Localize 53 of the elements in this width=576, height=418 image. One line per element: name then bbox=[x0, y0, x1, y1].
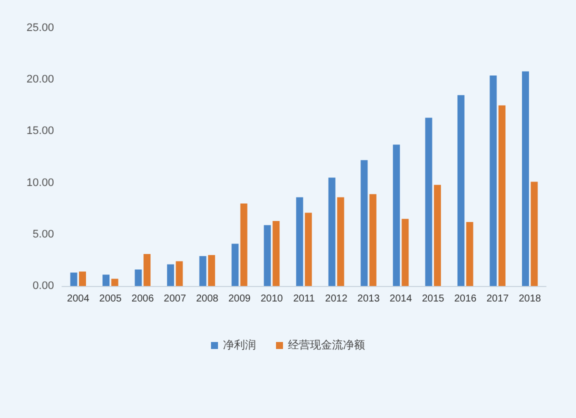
x-tick-label: 2017 bbox=[486, 294, 510, 304]
x-tick-label: 2010 bbox=[260, 294, 284, 304]
bar bbox=[369, 194, 376, 286]
bar bbox=[208, 255, 216, 286]
bar bbox=[360, 160, 368, 286]
bar bbox=[490, 75, 497, 286]
legend-label: 经营现金流净额 bbox=[288, 338, 365, 352]
bar bbox=[392, 144, 400, 286]
y-tick-label: 25.00 bbox=[26, 22, 54, 34]
x-tick-label: 2011 bbox=[293, 294, 316, 304]
x-tick-label: 2005 bbox=[99, 294, 122, 304]
bar bbox=[264, 225, 271, 286]
bar bbox=[240, 203, 248, 286]
bar bbox=[434, 184, 441, 286]
bar bbox=[199, 256, 206, 286]
x-tick-label: 2008 bbox=[196, 294, 219, 304]
bar bbox=[167, 264, 174, 286]
x-tick-label: 2012 bbox=[325, 294, 348, 304]
bar bbox=[466, 222, 474, 286]
x-tick-label: 2007 bbox=[164, 294, 186, 304]
x-tick-label: 2009 bbox=[228, 294, 252, 304]
y-tick-label: 20.00 bbox=[26, 74, 54, 86]
x-tick-label: 2013 bbox=[357, 294, 380, 304]
bar bbox=[134, 269, 142, 286]
bar bbox=[425, 118, 432, 286]
bar bbox=[328, 178, 336, 286]
bar bbox=[304, 212, 312, 286]
x-tick-label: 2006 bbox=[132, 294, 154, 304]
bar bbox=[176, 261, 183, 286]
x-tick-label: 2015 bbox=[422, 294, 445, 304]
bar bbox=[232, 244, 239, 286]
bar bbox=[144, 254, 151, 286]
bar bbox=[498, 105, 506, 286]
y-tick-label: 5.00 bbox=[32, 228, 54, 240]
bar bbox=[457, 95, 464, 286]
bar bbox=[79, 272, 86, 286]
bar bbox=[296, 197, 304, 286]
bar bbox=[337, 197, 344, 286]
bar bbox=[70, 272, 78, 286]
y-tick-label: 0.00 bbox=[32, 280, 54, 292]
x-tick-label: 2014 bbox=[390, 294, 412, 304]
bar bbox=[272, 220, 280, 286]
bar bbox=[102, 274, 110, 286]
bar bbox=[402, 218, 409, 286]
x-tick-label: 2004 bbox=[67, 294, 90, 304]
x-tick-label: 2018 bbox=[518, 294, 542, 304]
y-tick-label: 15.00 bbox=[26, 125, 54, 138]
x-tick-label: 2016 bbox=[454, 294, 477, 304]
legend-label: 净利润 bbox=[223, 338, 256, 352]
bar bbox=[111, 278, 118, 286]
bar bbox=[530, 182, 538, 286]
y-tick-label: 10.00 bbox=[26, 176, 54, 189]
bar bbox=[522, 71, 529, 286]
